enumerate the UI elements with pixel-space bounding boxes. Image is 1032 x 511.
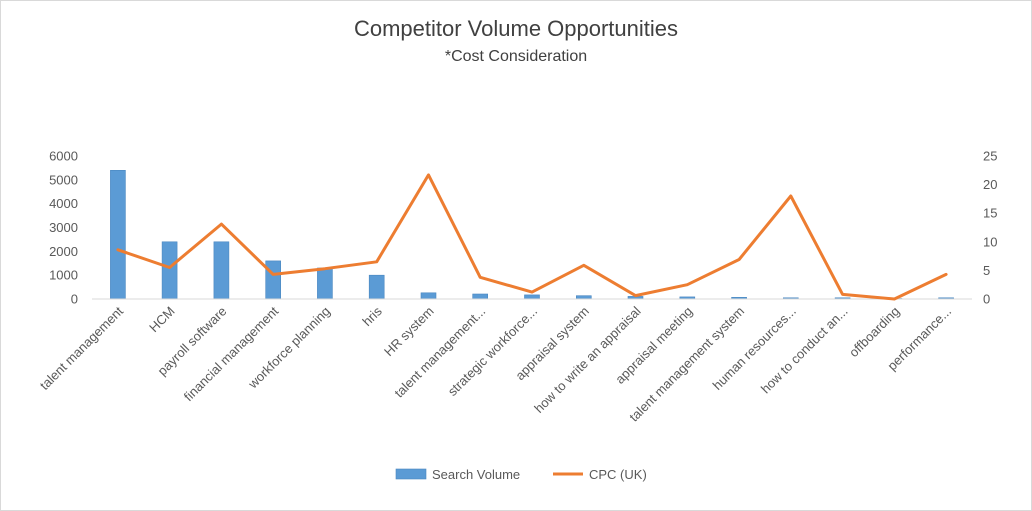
y-left-tick-label: 3000 <box>49 220 78 235</box>
legend-label-search-volume: Search Volume <box>432 467 520 482</box>
line-cpc-uk <box>116 173 948 301</box>
chart-subtitle: *Cost Consideration <box>444 48 588 65</box>
y-right-tick-labels: 0 5 10 15 20 25 <box>983 149 997 307</box>
y-left-tick-label: 5000 <box>49 172 78 187</box>
y-left-tick-label: 6000 <box>49 149 78 164</box>
y-right-tick-label: 15 <box>983 206 997 221</box>
y-right-tick-label: 25 <box>983 149 997 164</box>
bar-search-volume <box>368 274 385 300</box>
y-left-tick-labels: 0 1000 2000 3000 4000 5000 6000 <box>49 149 78 307</box>
y-right-tick-label: 0 <box>983 292 990 307</box>
line-series-group <box>116 173 948 301</box>
legend-label-cpc-uk: CPC (UK) <box>589 467 647 482</box>
legend: Search Volume CPC (UK) <box>395 467 647 482</box>
bar-search-volume <box>524 294 540 300</box>
y-left-tick-label: 0 <box>71 292 78 307</box>
x-category-label: talent management... <box>391 304 488 401</box>
x-category-label: how to conduct an... <box>758 304 851 397</box>
bar-search-volume <box>317 267 333 300</box>
legend-swatch-search-volume <box>395 468 427 480</box>
y-left-tick-label: 2000 <box>49 244 78 259</box>
x-category-label: strategic workforce... <box>445 304 540 399</box>
x-category-label: hris <box>359 303 385 329</box>
x-category-label: HCM <box>146 304 178 336</box>
bar-search-volume <box>265 260 282 300</box>
bar-search-volume <box>420 292 437 300</box>
chart-title: Competitor Volume Opportunities <box>353 16 679 41</box>
x-category-label: how to write an appraisal <box>531 303 643 415</box>
y-right-tick-label: 5 <box>983 263 990 278</box>
x-category-label: financial management <box>181 303 282 404</box>
bar-search-volume <box>472 293 489 300</box>
y-left-tick-label: 1000 <box>49 268 78 283</box>
bar-search-volume <box>213 241 230 300</box>
bar-search-volume <box>161 241 178 300</box>
x-category-label: HR system <box>381 304 437 360</box>
y-left-tick-label: 4000 <box>49 196 78 211</box>
x-category-label: talent management <box>37 303 127 393</box>
y-right-tick-label: 20 <box>983 177 997 192</box>
bar-search-volume <box>110 170 126 300</box>
bar-series-group <box>110 170 954 300</box>
x-category-label: offboarding <box>846 304 902 360</box>
y-right-tick-label: 10 <box>983 234 997 249</box>
